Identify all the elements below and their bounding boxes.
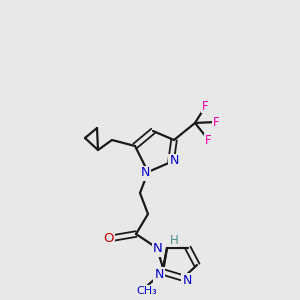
Text: F: F <box>205 134 211 146</box>
Text: N: N <box>169 154 179 167</box>
Text: F: F <box>202 100 208 112</box>
Text: N: N <box>140 167 150 179</box>
Text: H: H <box>169 233 178 247</box>
Text: N: N <box>153 242 163 256</box>
Text: F: F <box>213 116 219 128</box>
Text: N: N <box>182 274 192 286</box>
Text: CH₃: CH₃ <box>136 286 158 296</box>
Text: N: N <box>154 268 164 281</box>
Text: O: O <box>104 232 114 244</box>
